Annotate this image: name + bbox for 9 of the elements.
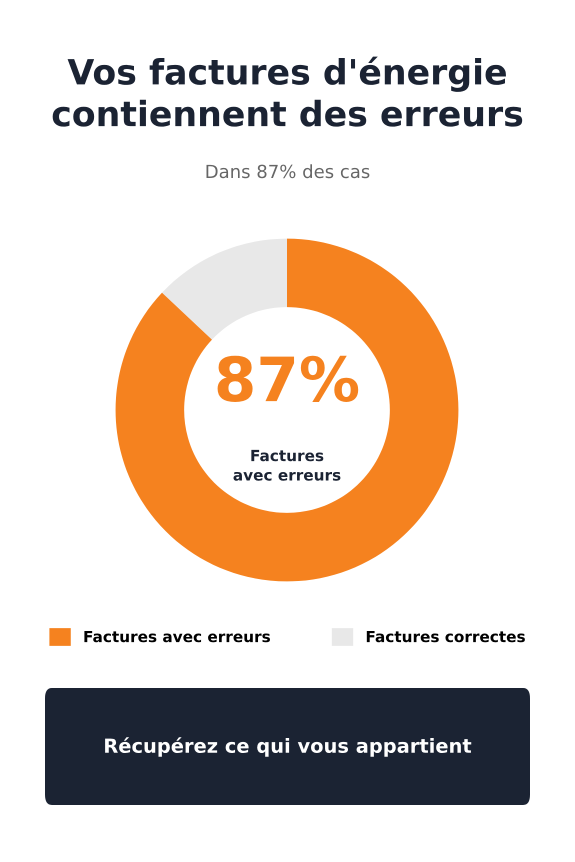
chart-subtitle: Dans 87% des cas bbox=[206, 164, 370, 178]
donut-slice bbox=[162, 238, 287, 340]
data-label: 87% bbox=[218, 356, 358, 402]
chart-title: Vos factures d'énergie contiennent des erreurs bbox=[52, 56, 522, 127]
legend-label: Factures correctes bbox=[366, 630, 525, 642]
text: Factures avec erreurs bbox=[234, 450, 340, 481]
text: Récupérez ce qui vous appartient bbox=[105, 737, 472, 757]
donut-slice bbox=[116, 238, 458, 582]
legend-label: Factures avec erreurs bbox=[84, 630, 270, 642]
